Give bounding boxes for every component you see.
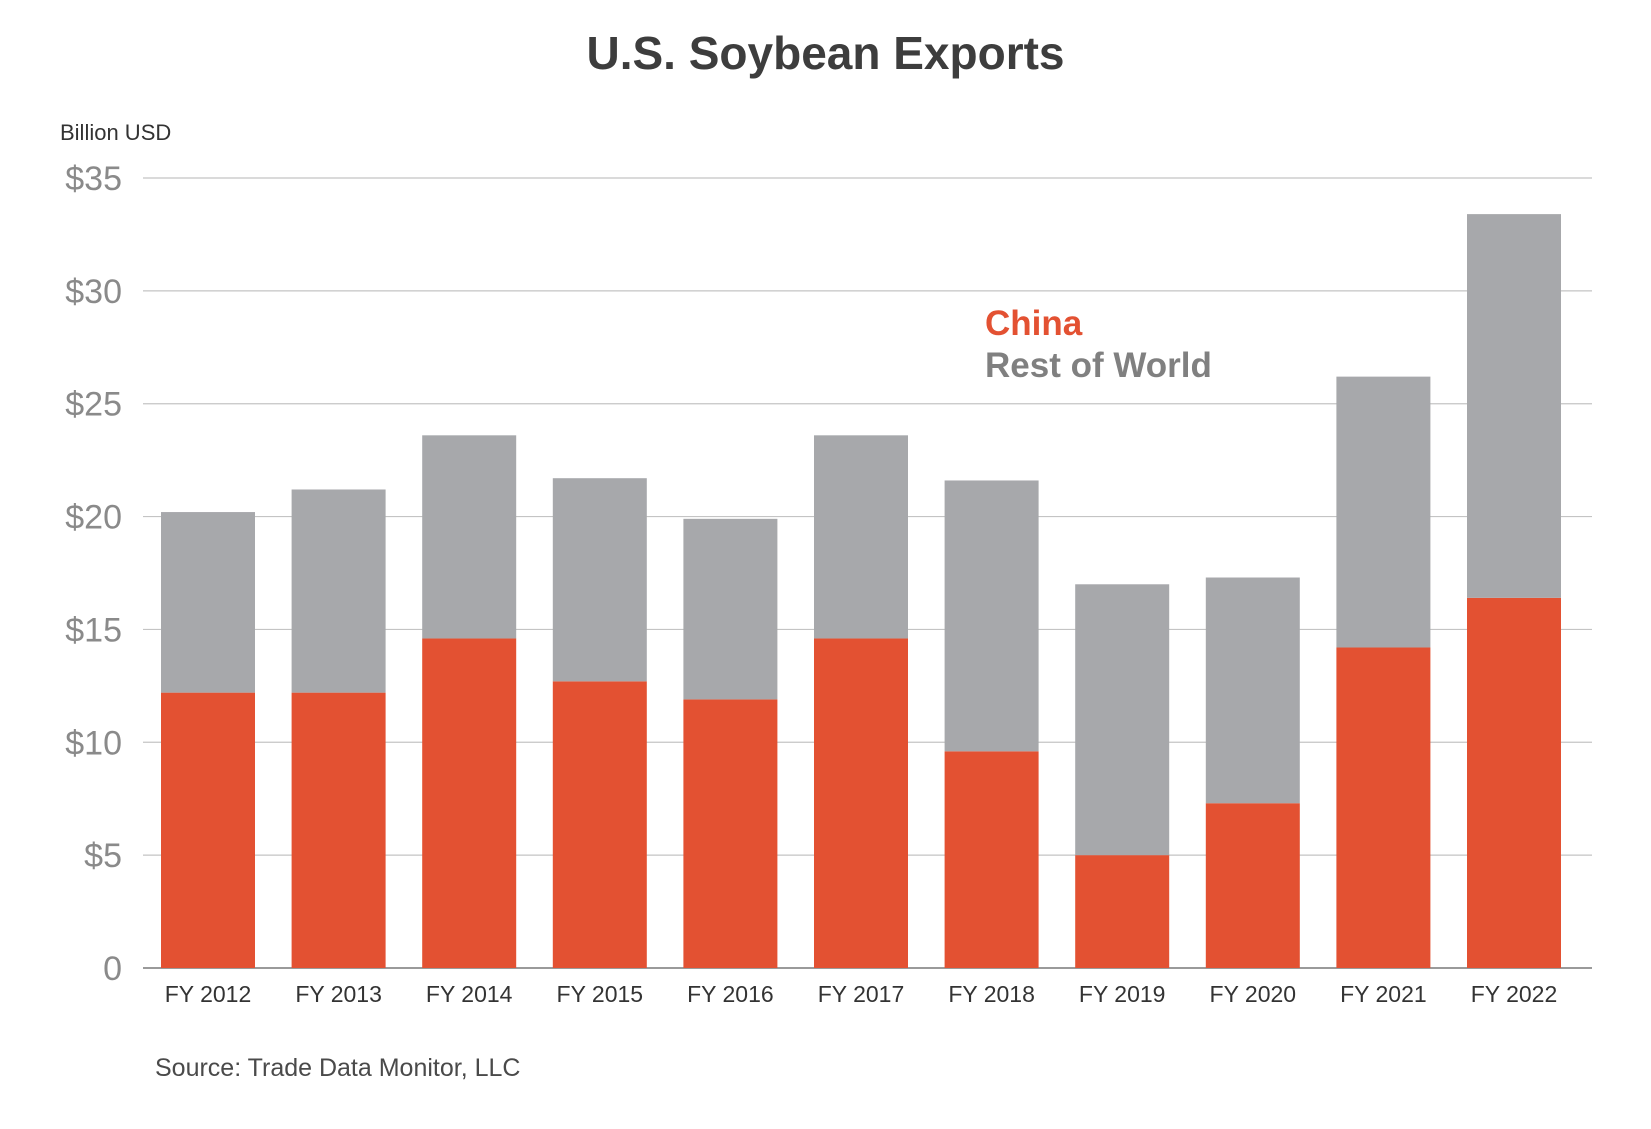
y-tick-label: 0 (103, 950, 122, 988)
x-tick-label: FY 2012 (165, 981, 252, 1007)
bar-rest-of-world (291, 489, 386, 693)
y-axis-ticks: 0 $5 $10 $15 $20 $25 $30 $35 (65, 160, 122, 988)
bar-rest-of-world (552, 478, 647, 682)
y-tick-label: $25 (65, 386, 122, 424)
x-axis-ticks: FY 2012 FY 2013 FY 2014 FY 2015 FY 2016 FY 20… (165, 981, 1558, 1007)
legend: China Rest of World (985, 303, 1212, 387)
x-tick-label: FY 2022 (1471, 981, 1558, 1007)
bar-china (1467, 597, 1561, 968)
legend-china: China (985, 304, 1083, 343)
bar-china (683, 699, 778, 968)
bar-rest-of-world (683, 518, 778, 700)
bar-china (1075, 855, 1170, 968)
bars (161, 214, 1561, 968)
x-tick-label: FY 2015 (557, 981, 644, 1007)
chart-title: U.S. Soybean Exports (586, 27, 1065, 79)
bar-china (161, 692, 255, 968)
bar-china (944, 751, 1039, 968)
x-tick-label: FY 2013 (295, 981, 382, 1007)
bar-rest-of-world (944, 480, 1039, 752)
y-tick-label: $10 (65, 724, 122, 762)
bar-china (291, 692, 386, 968)
bar-rest-of-world (1336, 376, 1431, 648)
y-tick-label: $20 (65, 499, 122, 537)
bar-rest-of-world (161, 512, 255, 693)
x-tick-label: FY 2017 (818, 981, 905, 1007)
bar-rest-of-world (1205, 577, 1300, 804)
bar-china (422, 638, 517, 968)
legend-rest-of-world: Rest of World (985, 346, 1212, 385)
bar-rest-of-world (1075, 584, 1170, 856)
x-tick-label: FY 2014 (426, 981, 513, 1007)
bar-rest-of-world (814, 435, 908, 639)
x-tick-label: FY 2020 (1210, 981, 1297, 1007)
source-note: Source: Trade Data Monitor, LLC (155, 1054, 521, 1082)
y-tick-label: $35 (65, 160, 122, 198)
bar-rest-of-world (1467, 214, 1561, 598)
bar-china (1205, 803, 1300, 968)
y-tick-label: $15 (65, 611, 122, 649)
y-axis-unit-label: Billion USD (60, 120, 172, 145)
bar-china (814, 638, 908, 968)
x-tick-label: FY 2016 (687, 981, 774, 1007)
x-tick-label: FY 2019 (1079, 981, 1166, 1007)
x-tick-label: FY 2021 (1340, 981, 1427, 1007)
bar-china (1336, 647, 1431, 968)
y-tick-label: $5 (84, 837, 122, 875)
bar-rest-of-world (422, 435, 517, 639)
bar-china (552, 681, 647, 968)
y-tick-label: $30 (65, 273, 122, 311)
x-tick-label: FY 2018 (948, 981, 1035, 1007)
